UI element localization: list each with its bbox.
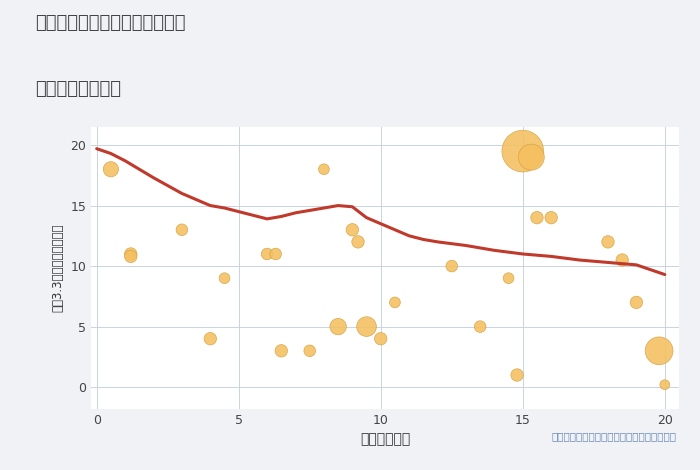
Text: 兵庫県たつの市揖保川町二塚の: 兵庫県たつの市揖保川町二塚の bbox=[35, 14, 186, 32]
Point bbox=[603, 238, 614, 246]
Point bbox=[475, 323, 486, 330]
Point bbox=[531, 214, 542, 221]
Point bbox=[262, 250, 273, 258]
Point bbox=[617, 256, 628, 264]
Point bbox=[332, 323, 344, 330]
Point bbox=[318, 165, 330, 173]
Point bbox=[346, 226, 358, 234]
Point bbox=[204, 335, 216, 343]
Point bbox=[659, 381, 671, 388]
Point bbox=[125, 253, 136, 260]
Text: 円の大きさは、取引のあった物件面積を示す: 円の大きさは、取引のあった物件面積を示す bbox=[551, 431, 676, 441]
Point bbox=[125, 250, 136, 258]
Point bbox=[276, 347, 287, 354]
Point bbox=[389, 298, 400, 306]
Text: 駅距離別土地価格: 駅距離別土地価格 bbox=[35, 80, 121, 98]
Point bbox=[654, 347, 665, 354]
Point bbox=[270, 250, 281, 258]
Point bbox=[512, 371, 523, 379]
Point bbox=[352, 238, 363, 246]
Point bbox=[545, 214, 557, 221]
X-axis label: 駅距離（分）: 駅距離（分） bbox=[360, 432, 410, 446]
Point bbox=[375, 335, 386, 343]
Point bbox=[446, 262, 457, 270]
Point bbox=[526, 153, 537, 161]
Point bbox=[631, 298, 642, 306]
Point bbox=[517, 148, 528, 155]
Point bbox=[503, 274, 514, 282]
Point bbox=[219, 274, 230, 282]
Point bbox=[105, 165, 116, 173]
Point bbox=[361, 323, 372, 330]
Point bbox=[176, 226, 188, 234]
Y-axis label: 坪（3.3㎡）単価（万円）: 坪（3.3㎡）単価（万円） bbox=[52, 224, 64, 312]
Point bbox=[304, 347, 315, 354]
